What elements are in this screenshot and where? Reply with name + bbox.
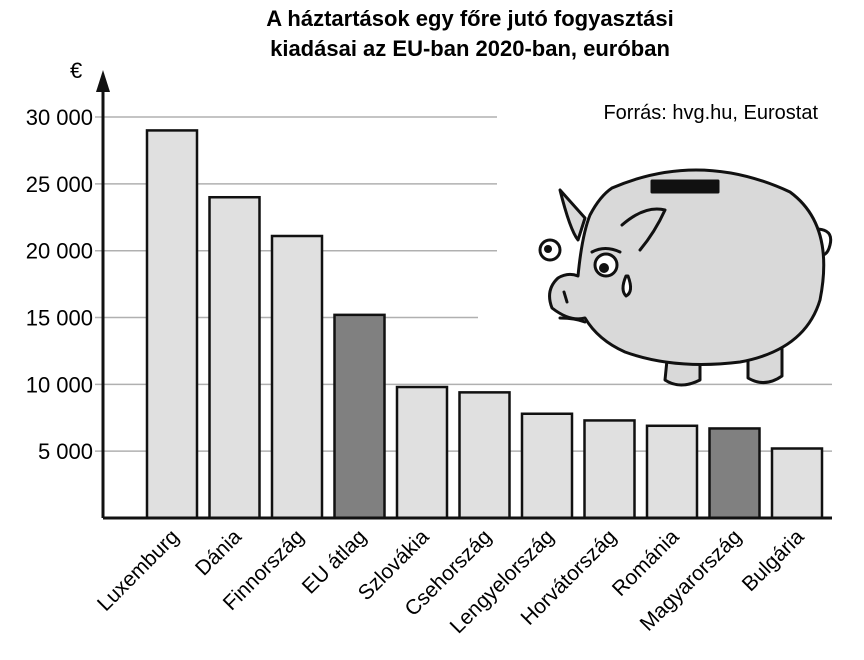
chart-title: A háztartások egy főre jutó fogyasztási <box>266 6 674 31</box>
bar <box>710 428 760 518</box>
category-labels: LuxemburgDániaFinnországEU átlagSzlováki… <box>93 525 809 638</box>
chart-subtitle: kiadásai az EU-ban 2020-ban, euróban <box>270 36 670 61</box>
piggy-tear-icon <box>623 276 631 296</box>
category-label: Luxemburg <box>93 525 184 616</box>
category-label: Bulgária <box>738 525 809 596</box>
y-tick-label: 25 000 <box>26 172 93 197</box>
bar <box>147 130 197 518</box>
piggy-body <box>550 170 824 365</box>
bar <box>272 236 322 518</box>
bar <box>210 197 260 518</box>
y-tick-label: 10 000 <box>26 372 93 397</box>
bar <box>585 420 635 518</box>
bar <box>397 387 447 518</box>
piggy-coin-slot <box>652 181 718 192</box>
bar <box>460 392 510 518</box>
bar <box>522 414 572 518</box>
piggy-ear-back <box>560 190 585 240</box>
bar <box>647 426 697 518</box>
y-tick-label: 5 000 <box>38 439 93 464</box>
bar <box>772 449 822 518</box>
y-tick-label: 15 000 <box>26 306 93 331</box>
y-axis-arrow-icon <box>96 70 110 92</box>
y-tick-label: 20 000 <box>26 239 93 264</box>
y-axis-unit-label: € <box>70 58 82 83</box>
category-label: Dánia <box>191 525 246 580</box>
source-label: Forrás: hvg.hu, Eurostat <box>603 102 818 124</box>
y-tick-label: 30 000 <box>26 105 93 130</box>
piggy-bank-illustration <box>540 170 831 385</box>
y-tick-labels: 5 000 10 000 15 000 20 000 25 000 30 000 <box>26 105 93 464</box>
bar <box>335 315 385 518</box>
